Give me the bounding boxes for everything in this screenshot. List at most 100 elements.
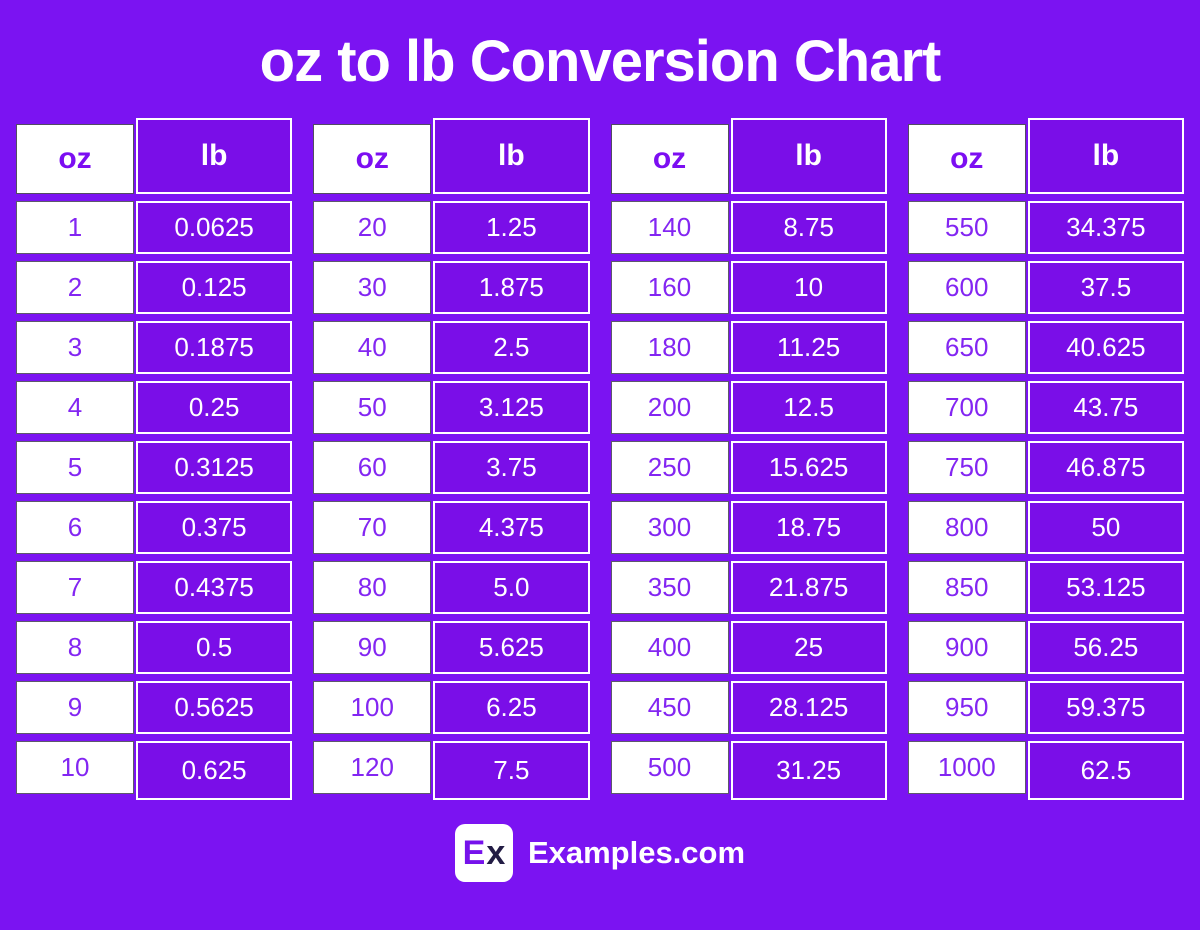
lb-value-cell: 1.25 <box>433 200 590 254</box>
conversion-table: oz 140 160 180 200 250 300 350 400 450 500 lb 8.75 10… <box>610 117 887 800</box>
lb-value-cell: 4.375 <box>433 500 590 554</box>
lb-value-cell: 0.0625 <box>136 200 293 254</box>
lb-value-cell: 0.3125 <box>136 440 293 494</box>
lb-header-cell: lb <box>1027 117 1184 194</box>
conversion-table: oz 550 600 650 700 750 800 850 900 950 1000 lb 34.37… <box>907 117 1184 800</box>
lb-value-cell: 21.875 <box>730 560 887 614</box>
oz-value-cell: 180 <box>610 320 729 374</box>
lb-value-cell: 5.625 <box>433 620 590 674</box>
lb-value-cell: 43.75 <box>1027 380 1184 434</box>
oz-value-cell: 20 <box>313 200 432 254</box>
lb-value-cell: 18.75 <box>730 500 887 554</box>
oz-value-cell: 8 <box>16 620 134 674</box>
oz-header-cell: oz <box>907 123 1026 194</box>
oz-value-cell: 5 <box>16 440 134 494</box>
lb-column: lb 0.0625 0.125 0.1875 0.25 0.3125 0.375 0.4375… <box>136 117 293 800</box>
oz-column: oz 550 600 650 700 750 800 850 900 950 1000 <box>907 123 1026 800</box>
oz-value-cell: 650 <box>907 320 1026 374</box>
lb-value-cell: 6.25 <box>433 680 590 734</box>
oz-value-cell: 60 <box>313 440 432 494</box>
lb-value-cell: 2.5 <box>433 320 590 374</box>
oz-value-cell: 140 <box>610 200 729 254</box>
oz-value-cell: 160 <box>610 260 729 314</box>
lb-value-cell: 5.0 <box>433 560 590 614</box>
lb-value-cell: 56.25 <box>1027 620 1184 674</box>
oz-value-cell: 450 <box>610 680 729 734</box>
lb-header-cell: lb <box>730 117 887 194</box>
lb-value-cell: 1.875 <box>433 260 590 314</box>
oz-value-cell: 70 <box>313 500 432 554</box>
oz-column: oz 20 30 40 50 60 70 80 90 100 120 <box>313 123 432 800</box>
lb-value-cell: 37.5 <box>1027 260 1184 314</box>
lb-header-cell: lb <box>433 117 590 194</box>
lb-column: lb 8.75 10 11.25 12.5 15.625 18.75 21.875 25 28.1… <box>730 117 887 800</box>
site-name-label: Examples.com <box>527 834 746 870</box>
oz-value-cell: 800 <box>907 500 1026 554</box>
logo-letter-e: E <box>462 833 486 872</box>
oz-value-cell: 9 <box>16 680 134 734</box>
oz-value-cell: 1000 <box>907 740 1026 794</box>
lb-value-cell: 10 <box>730 260 887 314</box>
oz-value-cell: 120 <box>313 740 432 794</box>
oz-value-cell: 10 <box>16 740 134 794</box>
oz-header-cell: oz <box>610 123 729 194</box>
oz-value-cell: 80 <box>313 560 432 614</box>
oz-value-cell: 400 <box>610 620 729 674</box>
oz-value-cell: 300 <box>610 500 729 554</box>
lb-header-cell: lb <box>136 117 293 194</box>
oz-value-cell: 1 <box>16 200 134 254</box>
lb-value-cell: 11.25 <box>730 320 887 374</box>
oz-value-cell: 750 <box>907 440 1026 494</box>
lb-value-cell: 50 <box>1027 500 1184 554</box>
lb-value-cell: 46.875 <box>1027 440 1184 494</box>
conversion-table: oz 20 30 40 50 60 70 80 90 100 120 lb 1.25 1.875 2.5 3.… <box>313 117 590 800</box>
lb-value-cell: 8.75 <box>730 200 887 254</box>
lb-value-cell: 0.625 <box>136 740 293 800</box>
lb-value-cell: 34.375 <box>1027 200 1184 254</box>
lb-value-cell: 0.5 <box>136 620 293 674</box>
oz-value-cell: 850 <box>907 560 1026 614</box>
lb-value-cell: 62.5 <box>1027 740 1184 800</box>
examples-logo-icon: E x <box>454 823 513 882</box>
lb-value-cell: 0.125 <box>136 260 293 314</box>
oz-value-cell: 900 <box>907 620 1026 674</box>
footer: E x Examples.com <box>0 823 1200 882</box>
oz-value-cell: 500 <box>610 740 729 794</box>
lb-value-cell: 0.1875 <box>136 320 293 374</box>
oz-value-cell: 6 <box>16 500 134 554</box>
oz-value-cell: 40 <box>313 320 432 374</box>
oz-column: oz 1 2 3 4 5 6 7 8 9 10 <box>16 123 134 800</box>
oz-value-cell: 100 <box>313 680 432 734</box>
logo-letter-x: x <box>486 833 506 872</box>
oz-value-cell: 2 <box>16 260 134 314</box>
lb-column: lb 1.25 1.875 2.5 3.125 3.75 4.375 5.0 5.625 6.25… <box>433 117 590 800</box>
lb-value-cell: 0.25 <box>136 380 293 434</box>
lb-value-cell: 3.125 <box>433 380 590 434</box>
oz-value-cell: 30 <box>313 260 432 314</box>
page-title: oz to lb Conversion Chart <box>259 29 942 94</box>
oz-column: oz 140 160 180 200 250 300 350 400 450 500 <box>610 123 729 800</box>
oz-value-cell: 4 <box>16 380 134 434</box>
oz-value-cell: 90 <box>313 620 432 674</box>
oz-value-cell: 550 <box>907 200 1026 254</box>
oz-value-cell: 600 <box>907 260 1026 314</box>
lb-value-cell: 0.5625 <box>136 680 293 734</box>
lb-value-cell: 3.75 <box>433 440 590 494</box>
oz-value-cell: 250 <box>610 440 729 494</box>
conversion-table: oz 1 2 3 4 5 6 7 8 9 10 lb 0.0625 0.125 0.1875 0.25 0.31… <box>16 117 293 800</box>
oz-value-cell: 50 <box>313 380 432 434</box>
lb-value-cell: 53.125 <box>1027 560 1184 614</box>
oz-value-cell: 950 <box>907 680 1026 734</box>
lb-value-cell: 15.625 <box>730 440 887 494</box>
oz-value-cell: 700 <box>907 380 1026 434</box>
oz-value-cell: 7 <box>16 560 134 614</box>
lb-value-cell: 25 <box>730 620 887 674</box>
lb-value-cell: 0.4375 <box>136 560 293 614</box>
oz-value-cell: 350 <box>610 560 729 614</box>
lb-value-cell: 28.125 <box>730 680 887 734</box>
oz-value-cell: 3 <box>16 320 134 374</box>
lb-value-cell: 40.625 <box>1027 320 1184 374</box>
lb-value-cell: 59.375 <box>1027 680 1184 734</box>
oz-header-cell: oz <box>313 123 432 194</box>
lb-value-cell: 31.25 <box>730 740 887 800</box>
